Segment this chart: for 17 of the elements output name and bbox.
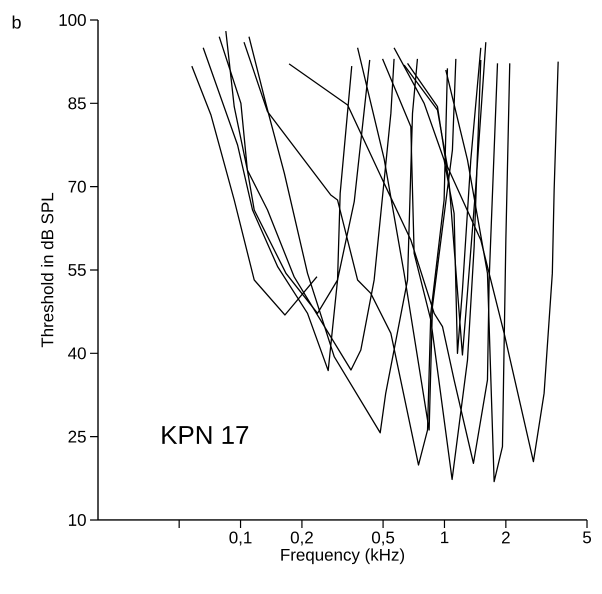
annotation: KPN 17 xyxy=(162,426,248,444)
y-tick-label: 85 xyxy=(68,97,86,110)
y-tick-label: 70 xyxy=(68,180,86,193)
y-tick-label: 40 xyxy=(68,347,86,360)
y-tick-label: 100 xyxy=(60,14,86,26)
y-tick-label: 10 xyxy=(68,514,86,526)
x-tick-label: 0,2 xyxy=(290,532,313,546)
x-axis-title: Frequency (kHz) xyxy=(281,548,404,564)
x-tick-label: 0,1 xyxy=(229,532,252,546)
x-tick-label: 0,5 xyxy=(372,532,394,546)
x-tick-label: 1 xyxy=(441,532,448,544)
chart-title: b xyxy=(12,16,21,29)
x-tick-label: 2 xyxy=(502,532,510,544)
y-axis-title: Threshold in dB SPL xyxy=(40,192,54,348)
x-tick-label: 5 xyxy=(582,532,591,544)
y-tick-label: 25 xyxy=(68,430,86,443)
y-tick-label: 55 xyxy=(68,264,86,276)
